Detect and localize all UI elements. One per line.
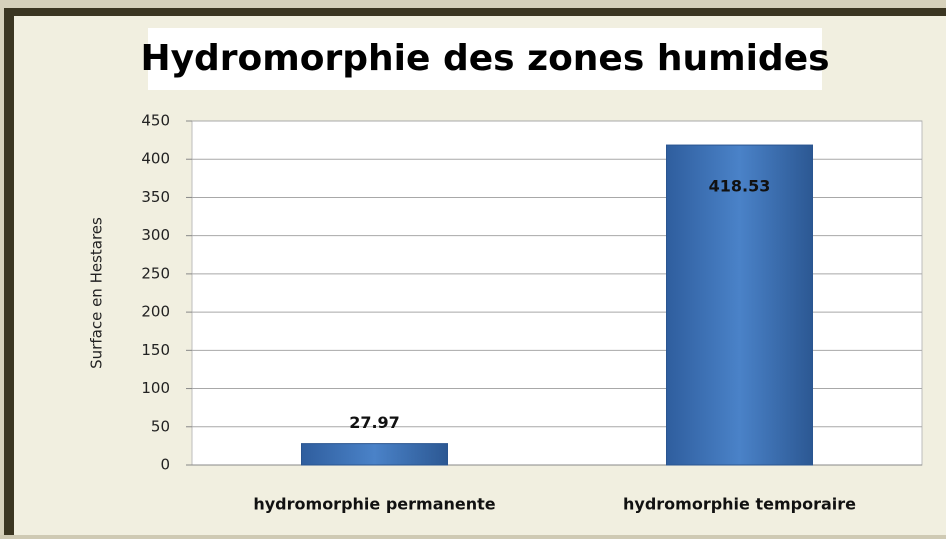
y-axis-label: Surface en Hestares xyxy=(88,217,106,369)
bar xyxy=(301,443,448,466)
y-tick-label: 250 xyxy=(141,264,170,282)
bar xyxy=(666,144,813,466)
y-tick-label: 350 xyxy=(141,188,170,206)
x-tick-label: hydromorphie permanente xyxy=(253,495,495,514)
y-tick-label: 200 xyxy=(141,303,170,321)
y-tick-label: 450 xyxy=(141,112,170,130)
x-tick-label: hydromorphie temporaire xyxy=(623,495,856,514)
y-tick-label: 50 xyxy=(151,417,170,435)
y-tick-label: 100 xyxy=(141,379,170,397)
data-label: 418.53 xyxy=(709,177,771,196)
y-tick-label: 300 xyxy=(141,226,170,244)
chart-title: Hydromorphie des zones humides xyxy=(140,38,829,79)
title-box xyxy=(148,28,822,90)
y-tick-label: 0 xyxy=(160,456,170,474)
y-tick-label: 150 xyxy=(141,341,170,359)
data-label: 27.97 xyxy=(349,413,400,432)
y-tick-label: 400 xyxy=(141,150,170,168)
